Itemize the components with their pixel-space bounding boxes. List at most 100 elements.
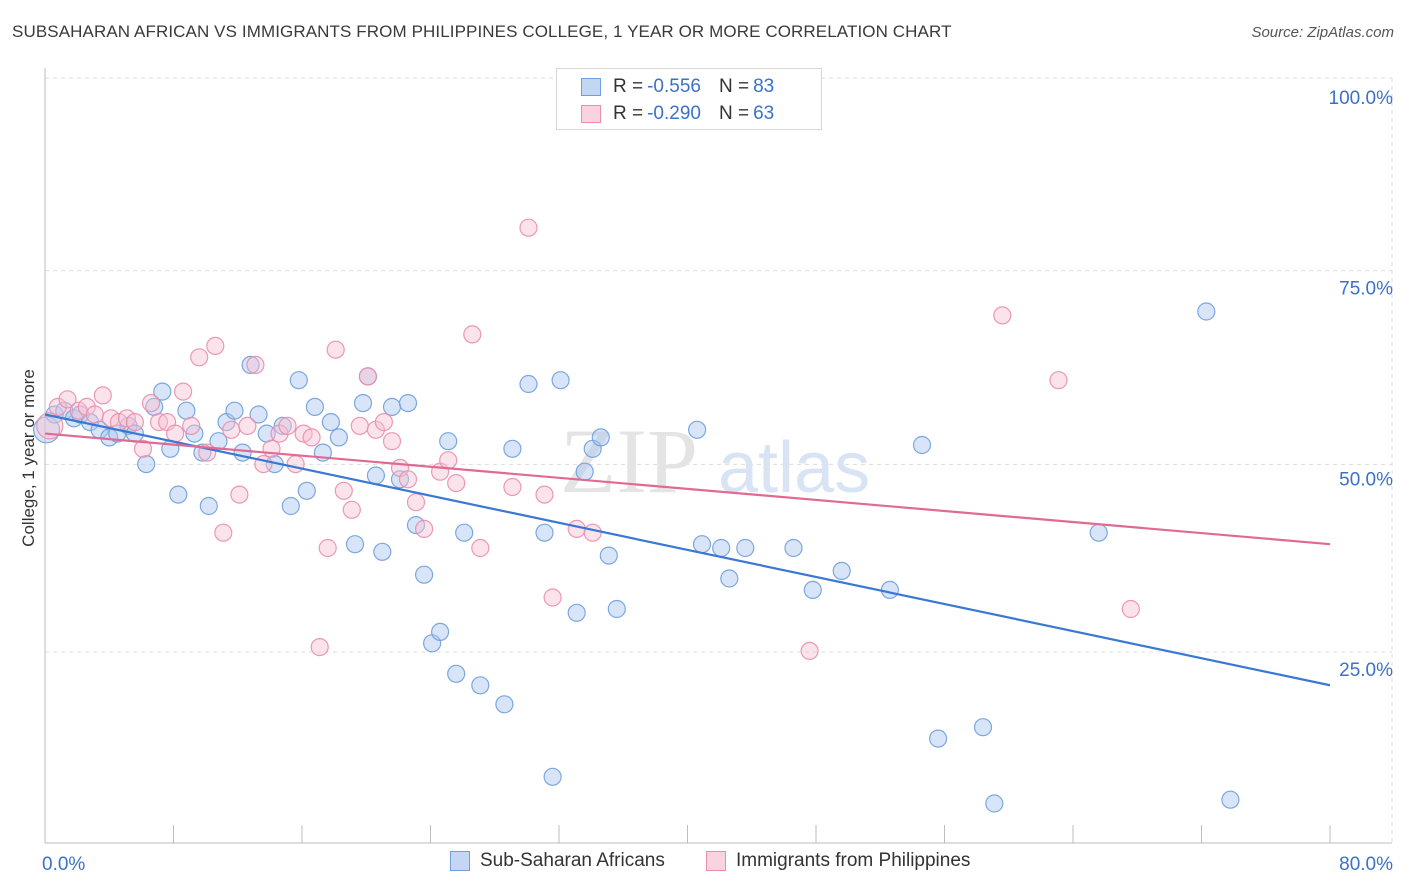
data-point [310, 637, 329, 657]
data-point [281, 496, 300, 516]
data-point [415, 565, 434, 584]
data-point [692, 535, 712, 554]
legend-r-label: R = [613, 103, 644, 124]
data-point [262, 439, 281, 458]
data-point [803, 580, 822, 600]
data-point [58, 390, 77, 409]
data-point [447, 474, 466, 493]
data-point [318, 538, 337, 558]
y-tick-label: 100.0% [1329, 88, 1394, 109]
legend-row-series2: R = -0.290 N = 63 [581, 102, 774, 126]
data-point [736, 538, 755, 558]
data-point [177, 401, 196, 420]
data-point [289, 371, 308, 390]
data-point [241, 355, 260, 374]
data-point [353, 394, 373, 413]
data-point [182, 416, 201, 435]
data-point [495, 695, 514, 714]
data-point [225, 401, 244, 420]
data-point [880, 580, 900, 600]
data-point [687, 420, 707, 439]
data-point [519, 374, 538, 394]
data-point [305, 397, 324, 416]
data-point [398, 394, 418, 413]
data-point [133, 439, 153, 458]
data-point [334, 481, 353, 500]
data-point [278, 416, 297, 435]
axes [44, 68, 1392, 844]
data-point [297, 481, 316, 500]
data-point [374, 413, 393, 432]
data-point [1049, 371, 1068, 390]
data-point [543, 767, 562, 786]
data-point [238, 416, 257, 435]
data-point [1221, 790, 1240, 809]
trendlines [44, 413, 1331, 687]
trendline-sub-saharan-africans [44, 413, 1331, 687]
data-point [519, 218, 538, 237]
watermark: ZIP atlas [560, 410, 870, 512]
watermark-zip: ZIP [560, 410, 698, 512]
source-label: Source: ZipAtlas.com [1251, 24, 1394, 41]
data-point [141, 394, 161, 413]
data-point [174, 382, 193, 401]
data-point [230, 485, 249, 504]
data-point [286, 455, 305, 474]
bottom-legend-item-series2: Immigrants from Philippines [706, 850, 970, 872]
data-point [302, 428, 321, 447]
data-point [345, 535, 365, 554]
data-point [567, 603, 586, 622]
x-tick-label-max: 80.0% [1339, 854, 1393, 875]
y-tick-label: 50.0% [1339, 469, 1393, 490]
data-point [503, 477, 522, 497]
data-point [583, 523, 602, 542]
data-point [591, 428, 610, 447]
data-point [125, 413, 144, 432]
data-point [973, 718, 993, 737]
legend-n-label: N = [718, 103, 750, 124]
data-point [209, 432, 228, 451]
data-point [85, 405, 104, 424]
data-point [928, 729, 948, 748]
legend-n-value: 83 [753, 76, 775, 97]
data-point [326, 340, 345, 359]
data-point [1121, 599, 1140, 619]
data-point [373, 542, 392, 561]
data-point [1197, 302, 1216, 321]
data-point [431, 622, 450, 642]
data-point [607, 599, 626, 619]
bottom-legend: Sub-Saharan Africans Immigrants from Phi… [0, 850, 1406, 878]
data-point [93, 386, 112, 405]
chart-title: SUBSAHARAN AFRICAN VS IMMIGRANTS FROM PH… [12, 22, 952, 41]
data-point [233, 443, 252, 462]
legend-n-value: 63 [753, 103, 775, 124]
data-point [137, 455, 156, 474]
data-point [366, 466, 385, 485]
data-point [471, 538, 490, 558]
data-point [463, 325, 482, 344]
data-point [599, 546, 618, 565]
data-point [169, 485, 188, 504]
data-point [439, 432, 458, 451]
data-point [535, 523, 554, 542]
y-axis-label: College, 1 year or more [19, 369, 38, 547]
bottom-legend-label-series1: Sub-Saharan Africans [480, 850, 665, 871]
data-point [358, 367, 377, 386]
tick-labels: 25.0% 50.0% 75.0% 100.0% 0.0% 80.0% [42, 88, 1393, 875]
data-point [415, 519, 434, 539]
data-point [832, 561, 851, 581]
data-point [784, 538, 803, 558]
data-point [36, 412, 64, 440]
data-point [720, 569, 739, 588]
bottom-legend-label-series2: Immigrants from Philippines [736, 850, 971, 871]
data-point [447, 664, 466, 683]
data-point [406, 493, 426, 512]
y-tick-label: 75.0% [1339, 279, 1393, 300]
data-point [48, 397, 68, 416]
data-point [382, 432, 402, 451]
data-point [342, 500, 361, 519]
data-point [382, 397, 402, 416]
data-point [993, 306, 1012, 325]
data-point [199, 496, 218, 516]
